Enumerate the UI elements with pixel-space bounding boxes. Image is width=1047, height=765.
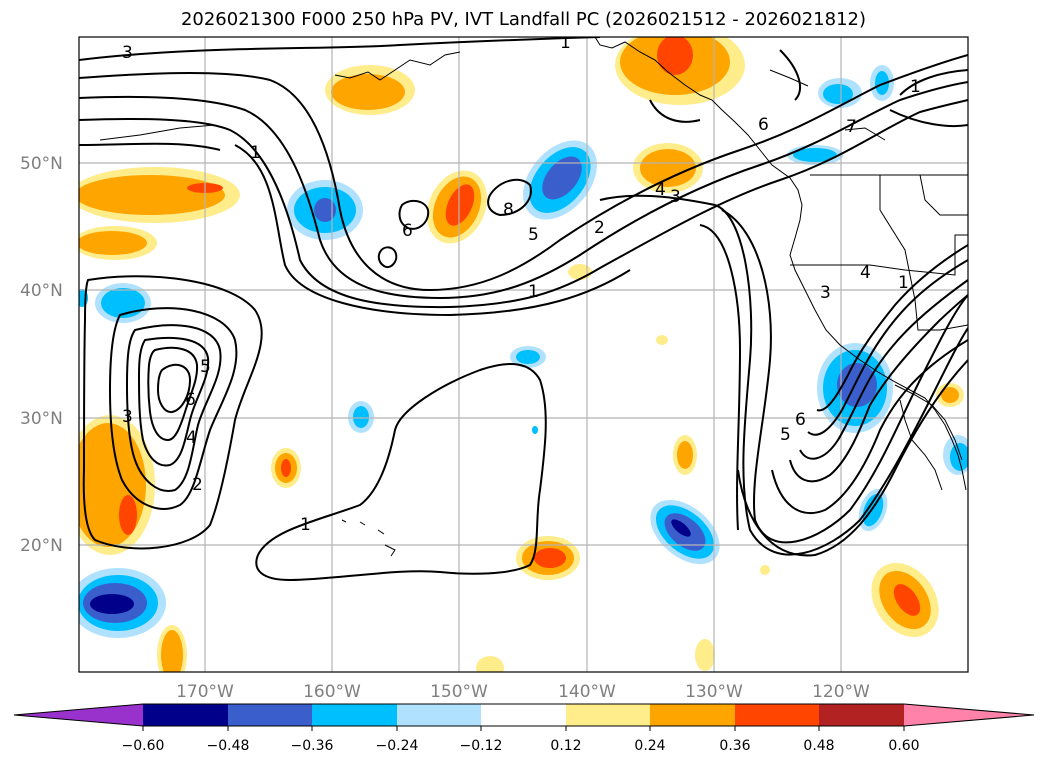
contour-label: 5 — [528, 225, 539, 245]
lon-label: 170°W — [176, 682, 234, 702]
contour-label: 8 — [503, 200, 514, 220]
colorbar-segment — [735, 704, 819, 726]
negative-anomaly — [837, 363, 877, 407]
contour-label: 6 — [795, 410, 806, 430]
map-title: 2026021300 F000 250 hPa PV, IVT Landfall… — [180, 9, 867, 30]
contour-label: 3 — [122, 407, 133, 427]
negative-anomaly — [793, 148, 837, 162]
negative-anomaly — [823, 84, 853, 104]
colorbar-tick-label: 0.24 — [634, 738, 665, 754]
positive-anomaly — [657, 37, 693, 75]
lon-label: 140°W — [558, 682, 616, 702]
positive-anomaly — [445, 184, 475, 226]
positive-anomaly — [119, 495, 137, 535]
colorbar-segment — [397, 704, 481, 726]
contour-label: 7 — [846, 117, 857, 137]
contour-label: 6 — [185, 390, 196, 410]
contour-label: 1 — [898, 273, 909, 293]
colorbar-segment — [819, 704, 904, 726]
contour-label: 4 — [186, 428, 197, 448]
lon-label: 120°W — [812, 682, 870, 702]
gridlines — [79, 37, 968, 672]
negative-anomaly — [671, 519, 691, 537]
lon-label: 130°W — [685, 682, 743, 702]
positive-anomaly — [640, 149, 696, 187]
positive-anomaly — [331, 74, 405, 110]
negative-anomaly — [90, 594, 134, 614]
positive-anomaly — [677, 441, 693, 469]
positive-anomaly — [760, 565, 770, 575]
colorbar-tick-label: 0.36 — [719, 738, 750, 754]
positive-anomaly — [941, 387, 959, 403]
contour-label: 1 — [250, 143, 261, 163]
positive-anomaly — [476, 656, 504, 672]
colorbar-segment — [650, 704, 735, 726]
colorbar-extend-low — [14, 704, 143, 726]
pv-contours — [79, 37, 968, 582]
colorbar-tick-label: −0.48 — [207, 738, 250, 754]
lat-label: 50°N — [20, 154, 63, 174]
contour-label: 5 — [780, 425, 791, 445]
negative-anomaly — [532, 426, 538, 434]
lat-label: 20°N — [20, 536, 63, 556]
colorbar-tick-label: −0.12 — [460, 738, 503, 754]
map-frame — [78, 36, 969, 673]
positive-anomaly — [893, 584, 921, 616]
lon-label: 160°W — [303, 682, 361, 702]
contour-label: 3 — [122, 43, 133, 63]
contour-label: 2 — [192, 475, 203, 495]
colorbar-extend-high — [904, 704, 1034, 726]
negative-anomaly — [950, 443, 968, 471]
colorbar-ticks — [142, 726, 905, 731]
contour-label: 4 — [655, 180, 666, 200]
colorbar: −0.60 −0.48 −0.36 −0.24 −0.12 0.12 0.24 … — [13, 703, 1035, 754]
colorbar-tick-label: 0.12 — [550, 738, 581, 754]
colorbar-tick-label: −0.60 — [122, 738, 165, 754]
colorbar-segment — [566, 704, 650, 726]
colorbar-tick-label: 0.60 — [888, 738, 919, 754]
positive-anomaly — [695, 639, 715, 671]
negative-anomaly — [875, 71, 889, 95]
lon-label: 150°W — [430, 682, 488, 702]
contour-label: 1 — [300, 515, 311, 535]
contour-label: 1 — [560, 33, 571, 53]
negative-anomaly — [542, 156, 582, 200]
contour-labels: 3 1 1 6 8 5 2 1 4 3 6 7 1 3 5 6 4 2 1 3 … — [122, 33, 921, 535]
negative-anomaly — [353, 406, 369, 428]
negative-anomaly — [516, 350, 540, 364]
colorbar-tick-label: −0.36 — [291, 738, 334, 754]
colorbar-segment — [312, 704, 397, 726]
contour-label: 6 — [402, 221, 413, 241]
colorbar-tick-label: −0.24 — [376, 738, 419, 754]
lat-label: 30°N — [20, 409, 63, 429]
positive-anomaly — [161, 630, 183, 672]
latitude-labels: 50°N 40°N 30°N 20°N — [20, 154, 63, 556]
contour-label: 5 — [200, 357, 211, 377]
positive-anomaly — [534, 548, 566, 568]
colorbar-segment — [481, 704, 566, 726]
longitude-labels: 170°W 160°W 150°W 140°W 130°W 120°W — [176, 682, 870, 702]
contour-label: 1 — [528, 282, 539, 302]
positive-anomaly — [79, 231, 147, 255]
colorbar-segment — [228, 704, 312, 726]
colorbar-tick-label: 0.48 — [803, 738, 834, 754]
positive-anomaly — [281, 459, 291, 477]
colorbar-segment — [143, 704, 228, 726]
lat-label: 40°N — [20, 281, 63, 301]
contour-label: 1 — [910, 77, 921, 97]
positive-anomaly — [656, 335, 668, 345]
contour-label: 4 — [860, 263, 871, 283]
contour-label: 2 — [594, 218, 605, 238]
positive-anomaly — [568, 264, 592, 280]
contour-label: 6 — [758, 115, 769, 135]
contour-label: 3 — [670, 187, 681, 207]
positive-anomaly — [79, 175, 225, 215]
negative-anomaly — [314, 198, 336, 222]
contour-label: 3 — [820, 283, 831, 303]
